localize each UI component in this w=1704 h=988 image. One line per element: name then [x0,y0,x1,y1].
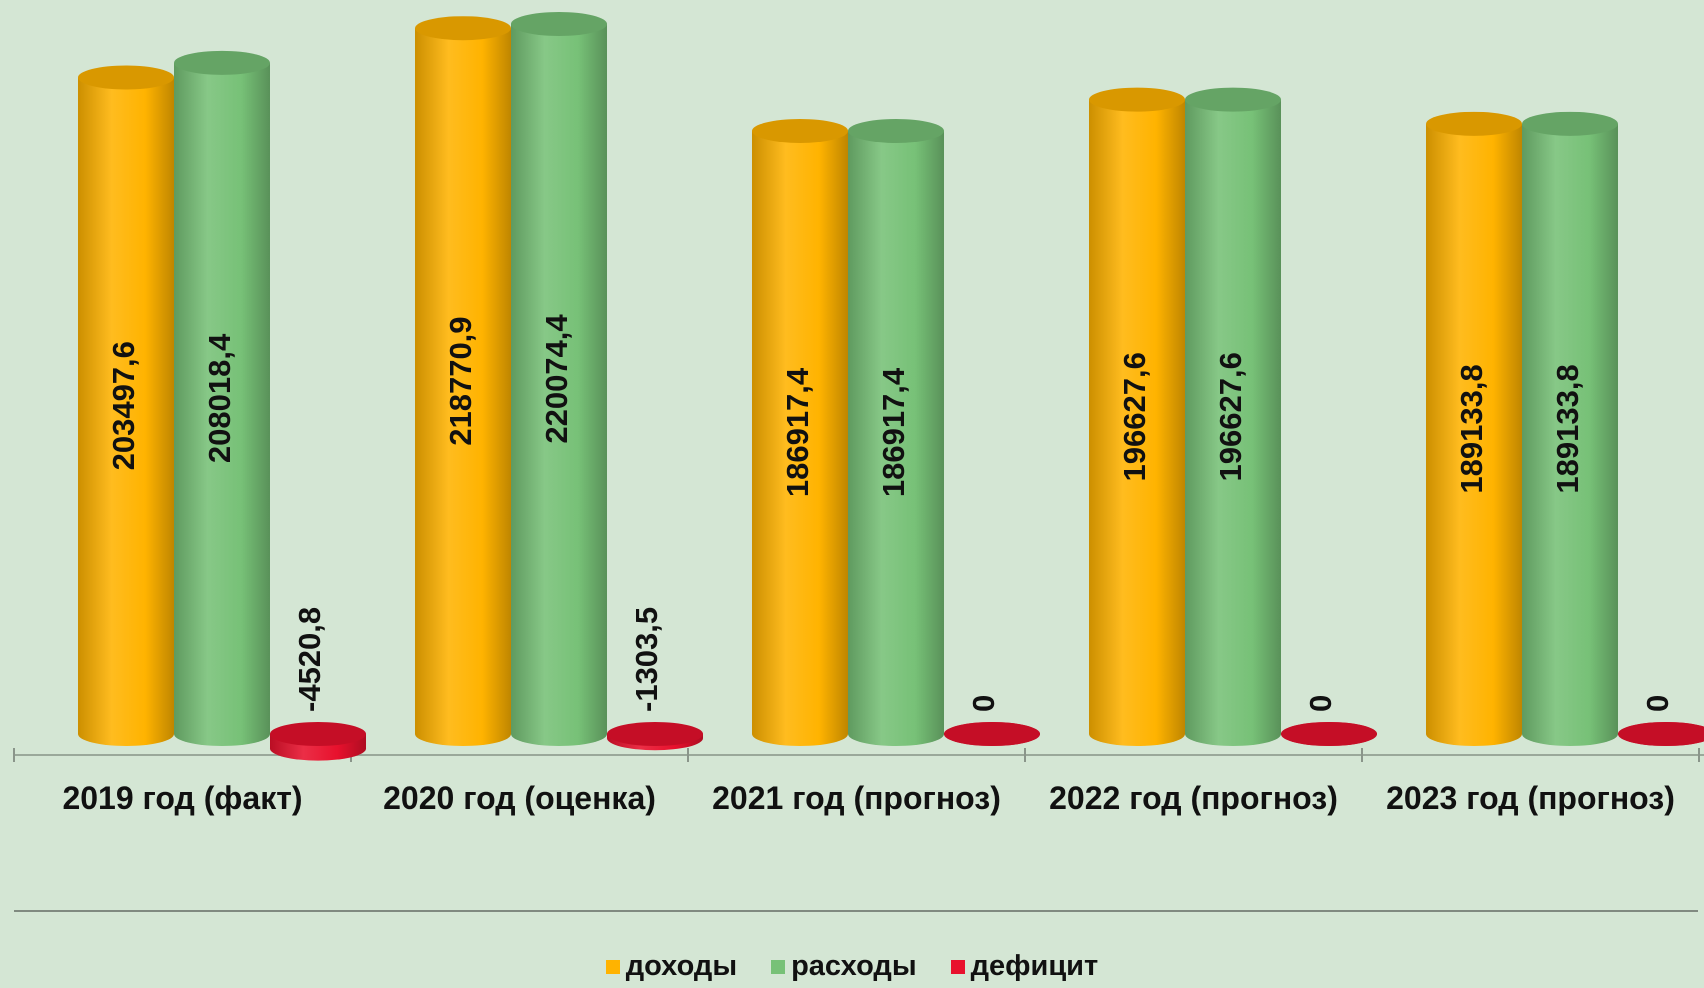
legend-swatch [605,959,620,974]
bar [174,62,270,735]
bar [752,130,848,734]
value-label: 220074,4 [539,314,574,444]
value-label: 208018,4 [202,333,237,463]
bar-top [944,722,1040,746]
value-label: 0 [1303,695,1338,712]
bar-top [1618,722,1704,746]
bar-top [415,16,511,41]
bar [1426,123,1522,734]
value-label: 196627,6 [1213,352,1248,481]
value-label: -4520,8 [292,607,327,712]
value-label: 0 [1640,695,1675,712]
value-label: 189133,8 [1454,364,1489,493]
bar [1089,99,1185,735]
bar-top [174,50,270,75]
bar [415,28,511,735]
bar-top [1281,722,1377,746]
value-label: 0 [966,695,1001,712]
legend-swatch [771,959,786,974]
bar-top [752,118,848,143]
legend-item: доходы [605,950,738,983]
bar-top [1522,111,1618,136]
value-label: 186917,4 [876,367,911,497]
x-tick-label: 2019 год (факт) [62,780,303,816]
legend-item: дефицит [950,950,1099,983]
bar [1185,99,1281,735]
bar-top [1426,111,1522,136]
value-label: 218770,9 [443,316,478,445]
bar-top [78,65,174,90]
x-tick-label: 2021 год (прогноз) [712,780,1001,816]
value-label: 203497,6 [106,341,141,470]
bar-top [1185,87,1281,112]
bar-top [848,118,944,143]
value-label: -1303,5 [629,607,664,712]
bar [1522,123,1618,734]
value-label: 186917,4 [780,367,815,497]
x-tick-label: 2020 год (оценка) [383,780,656,816]
legend-swatch [950,959,965,974]
bar-top [1089,87,1185,112]
bar [78,77,174,735]
x-tick-label: 2023 год (прогноз) [1386,780,1675,816]
value-label: 189133,8 [1550,364,1585,493]
value-label: 196627,6 [1117,352,1152,481]
bar-top [270,722,366,746]
legend-item: расходы [771,950,917,983]
bar [848,130,944,734]
x-tick-label: 2022 год (прогноз) [1049,780,1338,816]
legend: доходы расходы дефицит [0,950,1704,983]
legend-label: расходы [791,950,917,982]
bar [511,24,607,734]
bar-top [607,722,703,746]
legend-label: дефицит [970,950,1099,982]
legend-label: доходы [625,950,738,982]
bar-top [511,12,607,36]
